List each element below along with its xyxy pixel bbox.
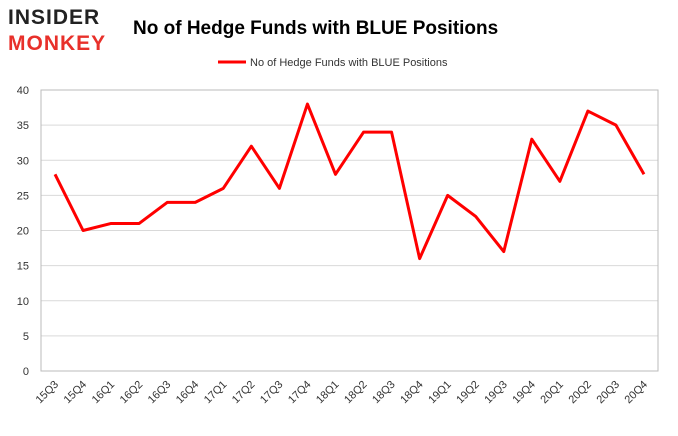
y-tick-label: 10: [17, 296, 29, 308]
y-tick-label: 30: [17, 155, 29, 167]
y-tick-label: 15: [17, 261, 29, 273]
chart-title: No of Hedge Funds with BLUE Positions: [133, 18, 498, 39]
y-tick-label: 5: [23, 331, 29, 343]
y-tick-label: 35: [17, 120, 29, 132]
plot-border: [40, 89, 659, 372]
line-series: [53, 102, 646, 261]
logo-top: INSIDER: [8, 6, 100, 29]
logo-bottom: MONKEY: [8, 32, 106, 55]
y-tick-label: 40: [17, 85, 29, 97]
y-tick-label: 0: [23, 366, 29, 378]
legend-label: No of Hedge Funds with BLUE Positions: [250, 57, 448, 69]
y-tick-label: 25: [17, 190, 29, 202]
y-tick-label: 20: [17, 226, 29, 238]
